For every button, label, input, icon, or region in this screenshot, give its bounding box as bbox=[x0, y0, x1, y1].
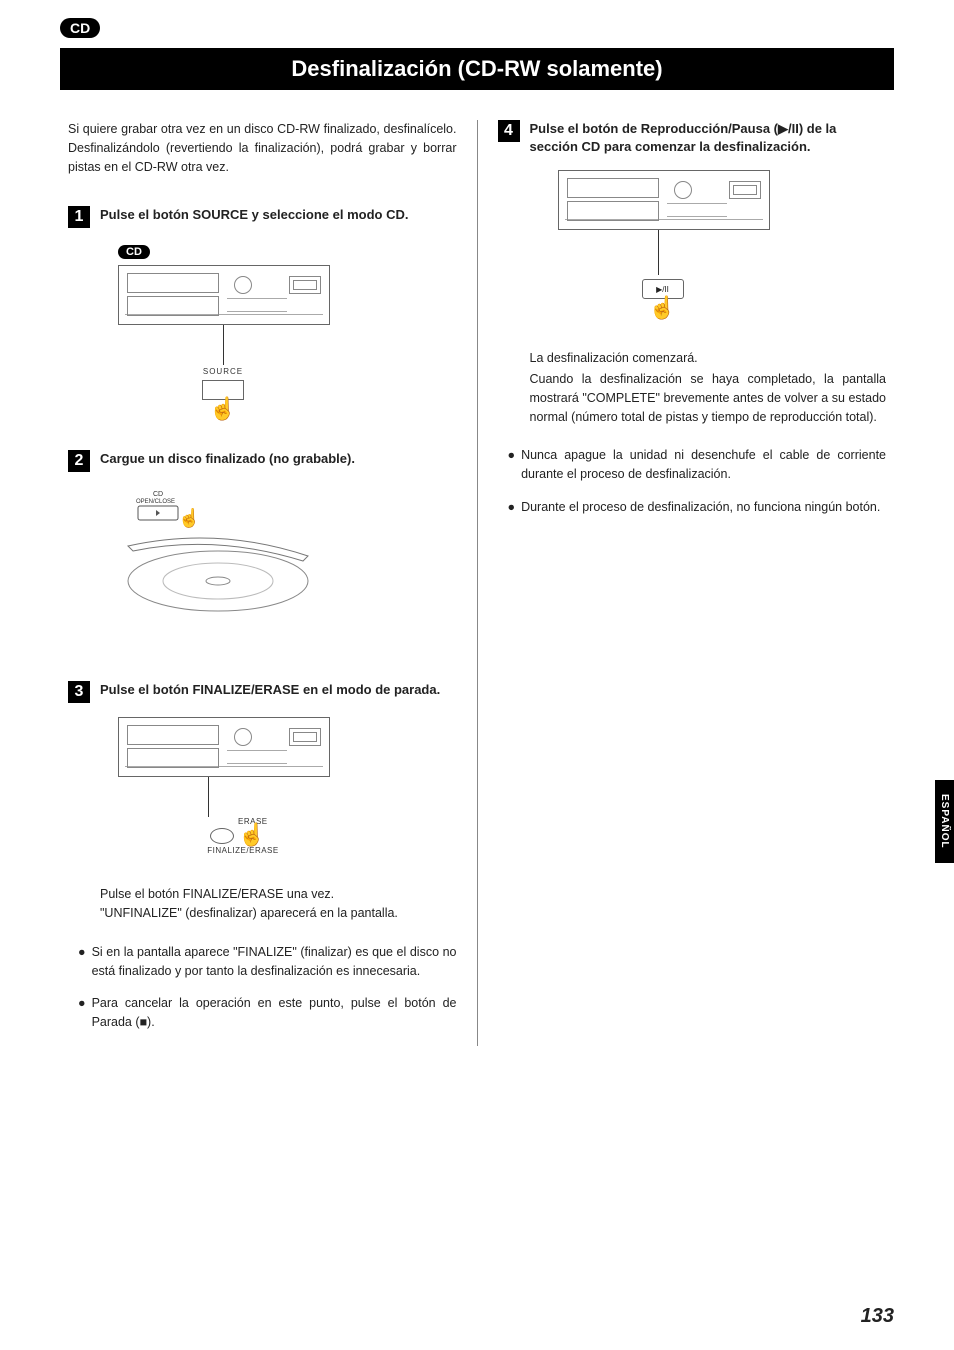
left-column: Si quiere grabar otra vez en un disco CD… bbox=[60, 120, 478, 1046]
step-3-line2: "UNFINALIZE" (desfinalizar) aparecerá en… bbox=[100, 904, 457, 923]
step-3-line1: Pulse el botón FINALIZE/ERASE una vez. bbox=[100, 885, 457, 904]
cd-tag-header: CD bbox=[60, 18, 100, 38]
figure-step-3: ERASE ☝ FINALIZE/ERASE bbox=[118, 717, 457, 855]
step-4: 4 Pulse el botón de Reproducción/Pausa (… bbox=[498, 120, 887, 156]
right-column: 4 Pulse el botón de Reproducción/Pausa (… bbox=[478, 120, 895, 1046]
bullet-dot-icon: ● bbox=[78, 943, 86, 981]
step-number: 3 bbox=[68, 681, 90, 703]
bullet-item: ● Si en la pantalla aparece "FINALIZE" (… bbox=[78, 943, 457, 981]
erase-button-icon bbox=[210, 828, 234, 844]
step-4-body: La desfinalización comenzará. Cuando la … bbox=[530, 349, 887, 426]
hand-icon: ☝ bbox=[238, 824, 265, 846]
bullet-text: Durante el proceso de desfinalización, n… bbox=[521, 498, 880, 517]
intro-text: Si quiere grabar otra vez en un disco CD… bbox=[68, 120, 457, 176]
svg-text:OPEN/CLOSE: OPEN/CLOSE bbox=[136, 499, 175, 505]
device-illustration bbox=[558, 170, 770, 230]
step-4-line1: La desfinalización comenzará. bbox=[530, 349, 887, 368]
step-number: 2 bbox=[68, 450, 90, 472]
step-3: 3 Pulse el botón FINALIZE/ERASE en el mo… bbox=[68, 681, 457, 703]
step-2: 2 Cargue un disco finalizado (no grababl… bbox=[68, 450, 457, 472]
device-illustration bbox=[118, 265, 330, 325]
source-label: SOURCE bbox=[118, 367, 328, 376]
figure-step-4: ▶/II ☝ bbox=[558, 170, 887, 319]
bullet-item: ● Nunca apague la unidad ni desenchufe e… bbox=[508, 446, 887, 484]
step-title: Pulse el botón FINALIZE/ERASE en el modo… bbox=[100, 681, 440, 699]
step-title: Pulse el botón de Reproducción/Pausa (▶/… bbox=[530, 120, 887, 156]
step-4-line2: Cuando la desfinalización se haya comple… bbox=[530, 370, 887, 426]
page-title: Desfinalización (CD-RW solamente) bbox=[60, 48, 894, 90]
svg-text:CD: CD bbox=[153, 491, 163, 498]
step-title: Pulse el botón SOURCE y seleccione el mo… bbox=[100, 206, 408, 224]
svg-text:☝: ☝ bbox=[178, 507, 200, 529]
bullet-text: Para cancelar la operación en este punto… bbox=[92, 994, 457, 1032]
bullet-dot-icon: ● bbox=[78, 994, 86, 1032]
page-number: 133 bbox=[861, 1305, 894, 1328]
bullet-item: ● Para cancelar la operación en este pun… bbox=[78, 994, 457, 1032]
bullet-dot-icon: ● bbox=[508, 498, 516, 517]
bullet-item: ● Durante el proceso de desfinalización,… bbox=[508, 498, 887, 517]
step-1: 1 Pulse el botón SOURCE y seleccione el … bbox=[68, 206, 457, 228]
device-illustration bbox=[118, 717, 330, 777]
figure-step-2: CD OPEN/CLOSE ☝ bbox=[108, 486, 457, 641]
bullet-text: Si en la pantalla aparece "FINALIZE" (fi… bbox=[92, 943, 457, 981]
step-number: 4 bbox=[498, 120, 520, 142]
bullet-dot-icon: ● bbox=[508, 446, 516, 484]
bullet-text: Nunca apague la unidad ni desenchufe el … bbox=[521, 446, 886, 484]
figure-step-1: CD SOURCE ☝ bbox=[118, 242, 457, 420]
hand-icon: ☝ bbox=[118, 398, 328, 420]
language-tab: ESPAÑOL bbox=[935, 780, 954, 863]
tray-illustration: CD OPEN/CLOSE ☝ bbox=[108, 486, 328, 636]
step-number: 1 bbox=[68, 206, 90, 228]
step-title: Cargue un disco finalizado (no grabable)… bbox=[100, 450, 355, 468]
step-3-body: Pulse el botón FINALIZE/ERASE una vez. "… bbox=[100, 885, 457, 923]
hand-icon: ☝ bbox=[558, 297, 768, 319]
finalize-erase-label: FINALIZE/ERASE bbox=[158, 846, 328, 855]
cd-tag-small: CD bbox=[118, 245, 150, 259]
